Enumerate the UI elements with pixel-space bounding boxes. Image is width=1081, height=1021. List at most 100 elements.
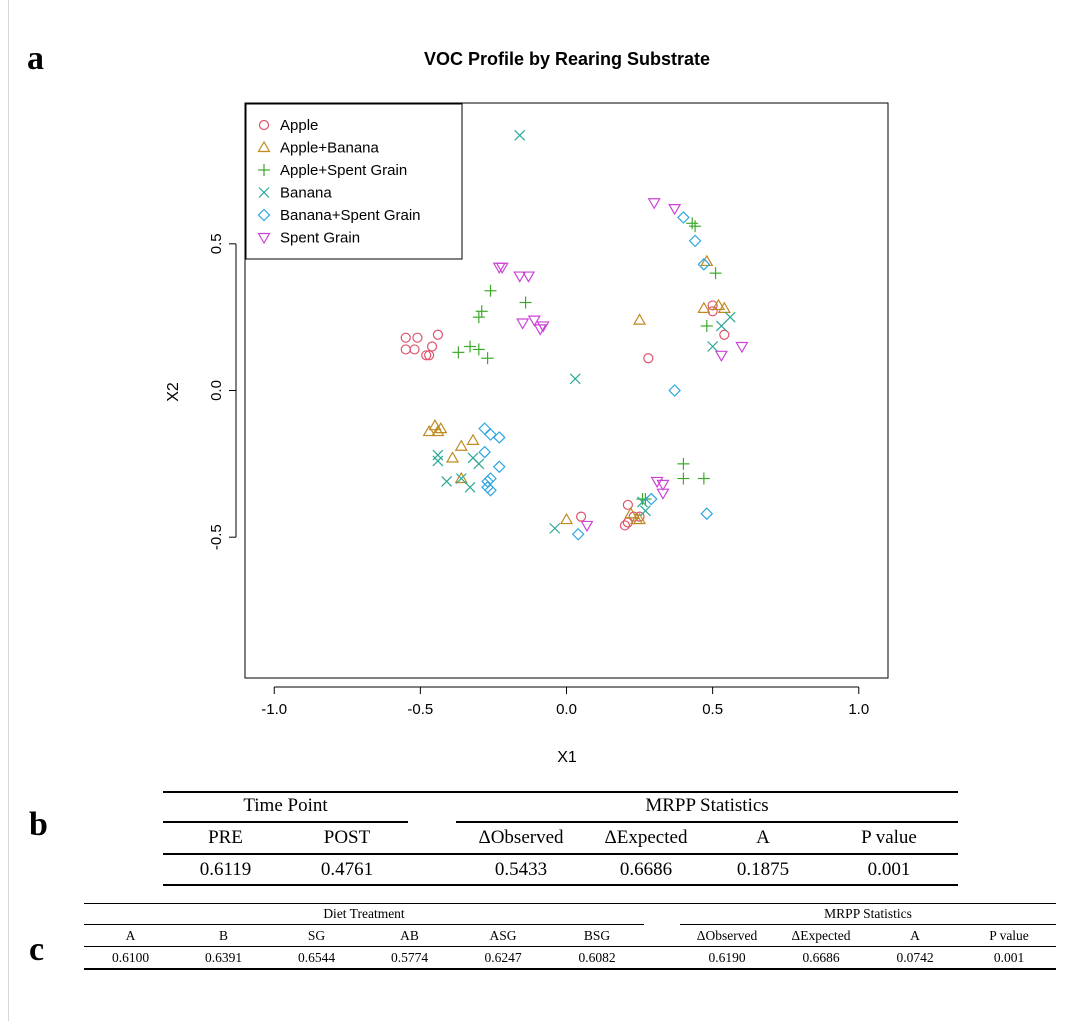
point-triangle-up-1-8 <box>633 313 647 325</box>
point-diamond-4-1 <box>677 211 690 224</box>
point-circle-0-14 <box>622 499 633 511</box>
point-cross-3-2 <box>707 341 719 352</box>
point-triangle-down-5-2 <box>513 271 527 283</box>
point-circle-0-12 <box>576 511 587 522</box>
table-b-header-pre: PRE <box>208 827 243 848</box>
legend-label-3: Banana <box>280 185 332 202</box>
table-b-value-delta-observed: 0.5433 <box>494 859 548 880</box>
x-axis-label: X1 <box>557 749 577 766</box>
x-tick-label: -1.0 <box>261 701 287 718</box>
point-diamond-4-6 <box>492 431 506 444</box>
table-c-header-3: AB <box>400 928 419 943</box>
table-c-header-9: P value <box>989 928 1029 943</box>
table-c-top-rule <box>84 903 1056 904</box>
point-cross-3-6 <box>432 455 444 467</box>
point-triangle-down-5-9 <box>668 204 682 216</box>
point-cross-3-4 <box>724 311 736 323</box>
point-diamond-4-12 <box>484 483 497 497</box>
point-plus-2-8 <box>686 217 699 230</box>
point-triangle-down-5-3 <box>521 271 536 283</box>
table-c-value-9: 0.001 <box>993 950 1025 965</box>
legend-marker-4 <box>257 208 271 222</box>
point-plus-2-2 <box>472 343 485 356</box>
point-diamond-4-14 <box>644 492 658 506</box>
point-circle-0-10 <box>707 306 718 317</box>
point-triangle-up-1-16 <box>633 512 647 525</box>
table-c-value-8: 0.0742 <box>896 950 934 965</box>
x-tick-label: 0.5 <box>702 701 723 718</box>
point-triangle-down-5-12 <box>580 520 594 533</box>
table-b-header-delta-expected: ΔExpected <box>604 827 688 848</box>
point-triangle-down-5-8 <box>647 198 661 210</box>
point-diamond-4-0 <box>668 384 681 397</box>
point-triangle-up-1-1 <box>428 419 442 431</box>
point-circle-0-0 <box>400 332 411 343</box>
legend-marker-2 <box>258 164 270 176</box>
plot-frame <box>244 102 889 679</box>
point-triangle-down-5-14 <box>656 479 670 492</box>
legend-label-2: Apple+Spent Grain <box>280 162 407 179</box>
x-tick-label: -0.5 <box>407 701 433 718</box>
legend-label-1: Apple+Banana <box>280 140 379 157</box>
point-plus-2-13 <box>677 472 690 485</box>
point-diamond-4-2 <box>688 234 702 248</box>
point-plus-2-4 <box>472 311 485 324</box>
table-b-group-rule-1 <box>163 821 408 823</box>
table-c-group-diet: Diet Treatment <box>323 906 405 921</box>
table-b-value-a: 0.1875 <box>736 859 790 880</box>
point-triangle-up-1-13 <box>559 512 574 525</box>
table-b-header-p-value: P value <box>861 827 917 848</box>
chart-title: VOC Profile by Rearing Substrate <box>424 49 710 69</box>
table-c-mid-rule <box>84 946 1056 947</box>
table-c-value-4: 0.6247 <box>484 950 522 965</box>
point-cross-3-8 <box>455 473 467 484</box>
point-plus-2-0 <box>452 346 465 359</box>
point-circle-0-8 <box>643 353 654 364</box>
panel-label-b: b <box>29 806 48 843</box>
point-diamond-4-4 <box>478 422 492 435</box>
table-b-group-rule-2 <box>456 821 958 823</box>
point-circle-0-2 <box>412 332 423 343</box>
table-b-header-a: A <box>756 827 770 848</box>
point-diamond-4-3 <box>697 258 711 271</box>
point-circle-0-13 <box>619 520 631 531</box>
table-c-value-1: 0.6391 <box>204 950 243 965</box>
point-cross-3-3 <box>715 320 727 332</box>
page-border-line <box>8 0 9 1021</box>
table-b-header-post: POST <box>323 827 371 848</box>
point-triangle-down-5-4 <box>516 318 530 330</box>
table-b-mid-rule <box>163 853 958 855</box>
table-c-value-2: 0.6544 <box>297 950 336 965</box>
point-diamond-4-7 <box>478 445 492 459</box>
point-cross-3-5 <box>432 449 444 461</box>
point-circle-0-6 <box>432 329 443 340</box>
table-c-value-7: 0.6686 <box>802 950 840 965</box>
point-plus-2-14 <box>697 472 710 485</box>
point-cross-3-7 <box>441 476 453 487</box>
point-cross-3-14 <box>639 505 651 517</box>
table-b-top-rule <box>163 791 958 793</box>
point-plus-2-12 <box>677 457 690 470</box>
panel-label-c: c <box>29 931 45 968</box>
point-cross-3-12 <box>549 522 561 534</box>
table-c-header-1: B <box>218 928 228 943</box>
x-tick-label: 0.0 <box>556 701 577 718</box>
point-plus-2-7 <box>519 296 532 309</box>
point-plus-2-5 <box>475 305 488 318</box>
point-circle-0-3 <box>421 350 432 361</box>
table-c-header-0: A <box>125 928 136 943</box>
table-c-header-2: SG <box>307 928 326 943</box>
point-circle-0-7 <box>400 344 411 355</box>
point-diamond-4-15 <box>700 507 714 521</box>
table-b-bottom-rule <box>163 884 958 886</box>
table-b-header-delta-observed: ΔObserved <box>478 827 564 848</box>
point-circle-0-11 <box>719 329 730 340</box>
y-tick-label: -0.5 <box>208 524 225 550</box>
point-cross-3-11 <box>473 458 485 470</box>
table-c-header-4: ASG <box>489 928 517 943</box>
table-b-value-p-value: 0.001 <box>867 859 911 880</box>
table-b-value-pre: 0.6119 <box>199 859 252 880</box>
point-circle-0-5 <box>426 341 438 352</box>
point-triangle-up-1-2 <box>431 424 445 437</box>
point-cross-3-0 <box>514 129 526 141</box>
